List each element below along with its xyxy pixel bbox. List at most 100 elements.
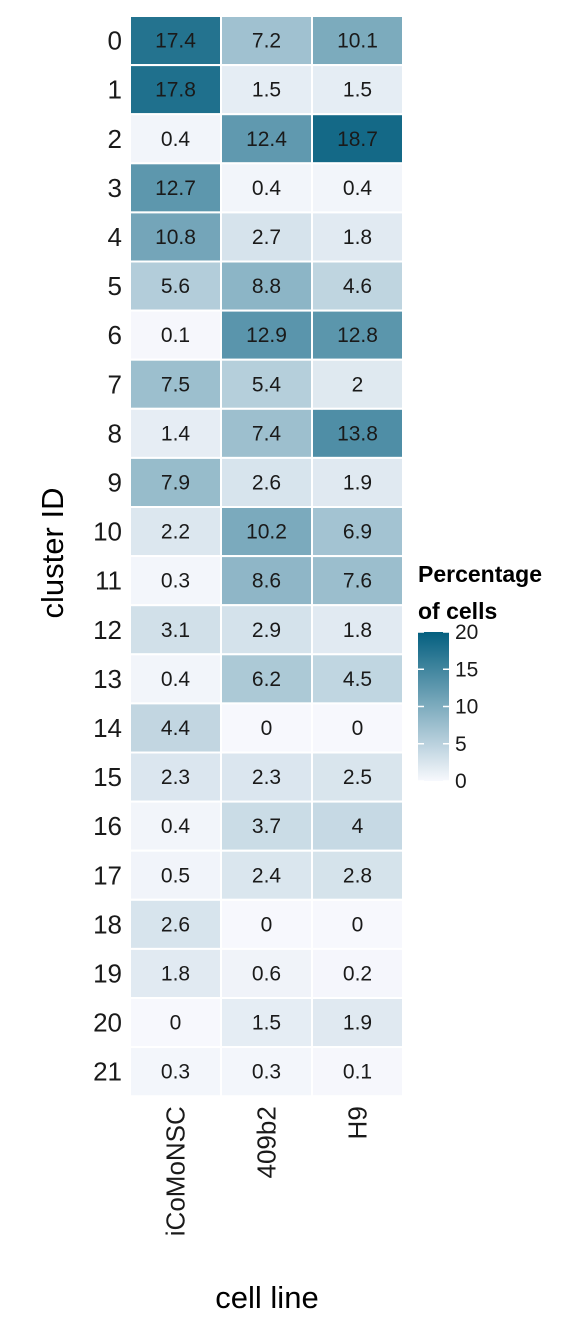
heatmap-cell	[220, 898, 313, 950]
y-tick-label: 1	[108, 75, 122, 105]
heatmap-cell-value: 0	[352, 717, 364, 740]
heatmap-cell-value: 12.4	[246, 128, 287, 151]
heatmap-cell-value: 1.5	[252, 1012, 281, 1035]
heatmap-cell-value: 12.7	[155, 177, 196, 200]
y-tick-label: 19	[93, 958, 122, 988]
heatmap-cell-value: 6.2	[252, 668, 281, 691]
heatmap-cell	[129, 604, 222, 656]
y-tick-label: 20	[93, 1008, 122, 1038]
legend-title-line-1: Percentage	[418, 561, 542, 587]
heatmap-cell-value: 7.9	[161, 471, 190, 494]
legend-title-line-2: of cells	[418, 598, 497, 624]
heatmap-cell	[220, 751, 313, 803]
heatmap-cell	[129, 1046, 222, 1098]
y-tick-label: 4	[108, 222, 122, 252]
heatmap-cell-value: 0.5	[161, 864, 190, 887]
heatmap-cell-value: 12.8	[337, 324, 378, 347]
y-tick-label: 8	[108, 418, 122, 448]
heatmap-cell	[220, 849, 313, 901]
heatmap-cell-value: 3.1	[161, 619, 190, 642]
heatmap-cell-value: 13.8	[337, 422, 378, 445]
legend-ticks: 0 5 10 15 20	[418, 621, 478, 793]
heatmap-cell	[311, 849, 404, 901]
heatmap-cell-value: 1.9	[343, 1012, 372, 1035]
heatmap-cell-value: 8.6	[252, 570, 281, 593]
y-tick-label: 10	[93, 517, 122, 547]
heatmap-cell-value: 10.1	[337, 30, 378, 53]
legend-tick-label: 20	[455, 621, 478, 644]
heatmap-cell-labels: 17.4 7.2 10.1 17.8 1.5 1.5 0.4 12.4 18.7 12.7 0.4 0…	[155, 30, 378, 1084]
heatmap-cell-value: 1.5	[252, 79, 281, 102]
heatmap-cell	[129, 997, 222, 1049]
heatmap-cell-value: 1.9	[343, 471, 372, 494]
heatmap-cell-value: 0.3	[252, 1061, 281, 1084]
heatmap-cell-value: 12.9	[246, 324, 287, 347]
heatmap-cell-value: 0.4	[161, 815, 191, 838]
heatmap-cell-value: 2.5	[343, 766, 372, 789]
y-tick-label: 9	[108, 467, 122, 497]
heatmap-cell-value: 0.4	[161, 668, 191, 691]
heatmap-cell-value: 0.4	[252, 177, 282, 200]
heatmap-cell-value: 2.6	[161, 913, 190, 936]
heatmap-cell-value: 2.6	[252, 471, 281, 494]
heatmap-cell	[311, 751, 404, 803]
x-tick-label: H9	[343, 1106, 373, 1139]
heatmap-cell-value: 18.7	[337, 128, 378, 151]
heatmap-cell-value: 3.7	[252, 815, 281, 838]
heatmap-cell-value: 0.4	[343, 177, 373, 200]
y-tick-label: 11	[95, 566, 122, 596]
heatmap-cell-value: 0.4	[161, 128, 191, 151]
heatmap-cell-value: 1.8	[343, 619, 372, 642]
heatmap-cell	[311, 555, 404, 607]
heatmap-cell-value: 0	[261, 913, 273, 936]
heatmap-cell	[220, 358, 313, 410]
heatmap-cell-value: 4.6	[343, 275, 372, 298]
heatmap-cell-value: 7.2	[252, 30, 281, 53]
y-tick-label: 6	[108, 320, 122, 350]
legend-tick-label: 15	[455, 658, 478, 681]
heatmap-cell-value: 0.1	[161, 324, 190, 347]
heatmap-cell	[220, 260, 313, 312]
heatmap-cell-value: 6.9	[343, 521, 372, 544]
heatmap-cell	[220, 15, 313, 67]
heatmap-cell	[220, 800, 313, 852]
y-tick-label: 15	[93, 762, 122, 792]
heatmap-cell-value: 1.8	[343, 226, 372, 249]
heatmap-cell	[311, 407, 404, 459]
heatmap-cell-value: 4.4	[161, 717, 191, 740]
heatmap-cell-value: 17.8	[155, 79, 196, 102]
heatmap-cell	[311, 358, 404, 410]
y-tick-label: 21	[93, 1057, 122, 1087]
y-tick-label: 17	[93, 860, 122, 890]
heatmap-cell	[311, 1046, 404, 1098]
y-tick-label: 2	[108, 124, 122, 154]
heatmap-cell-value: 5.6	[161, 275, 190, 298]
heatmap-cell	[311, 653, 404, 705]
heatmap-cell-value: 1.4	[161, 422, 191, 445]
heatmap-cell-value: 2.8	[343, 864, 372, 887]
x-axis-title: cell line	[215, 1280, 318, 1315]
heatmap-cell	[129, 751, 222, 803]
x-tick-label: 409b2	[252, 1106, 282, 1178]
y-tick-label: 14	[93, 713, 122, 743]
heatmap-cell	[220, 211, 313, 263]
y-tick-label: 18	[93, 909, 122, 939]
heatmap-cell	[220, 309, 313, 361]
y-tick-label: 16	[93, 811, 122, 841]
heatmap-cell-value: 7.5	[161, 373, 190, 396]
y-tick-label: 7	[108, 369, 122, 399]
heatmap-cell-value: 10.8	[155, 226, 196, 249]
heatmap-cell	[129, 15, 222, 67]
heatmap-cell	[311, 162, 404, 214]
heatmap-cell-value: 10.2	[246, 521, 287, 544]
heatmap-cell	[311, 702, 404, 754]
heatmap-cell	[311, 506, 404, 558]
heatmap-cells	[129, 15, 404, 1098]
heatmap-cell-value: 0.3	[161, 1061, 190, 1084]
heatmap-cell-value: 1.5	[343, 79, 372, 102]
heatmap-cell-value: 1.8	[161, 962, 190, 985]
heatmap-cell	[311, 604, 404, 656]
y-tick-label: 3	[108, 173, 122, 203]
